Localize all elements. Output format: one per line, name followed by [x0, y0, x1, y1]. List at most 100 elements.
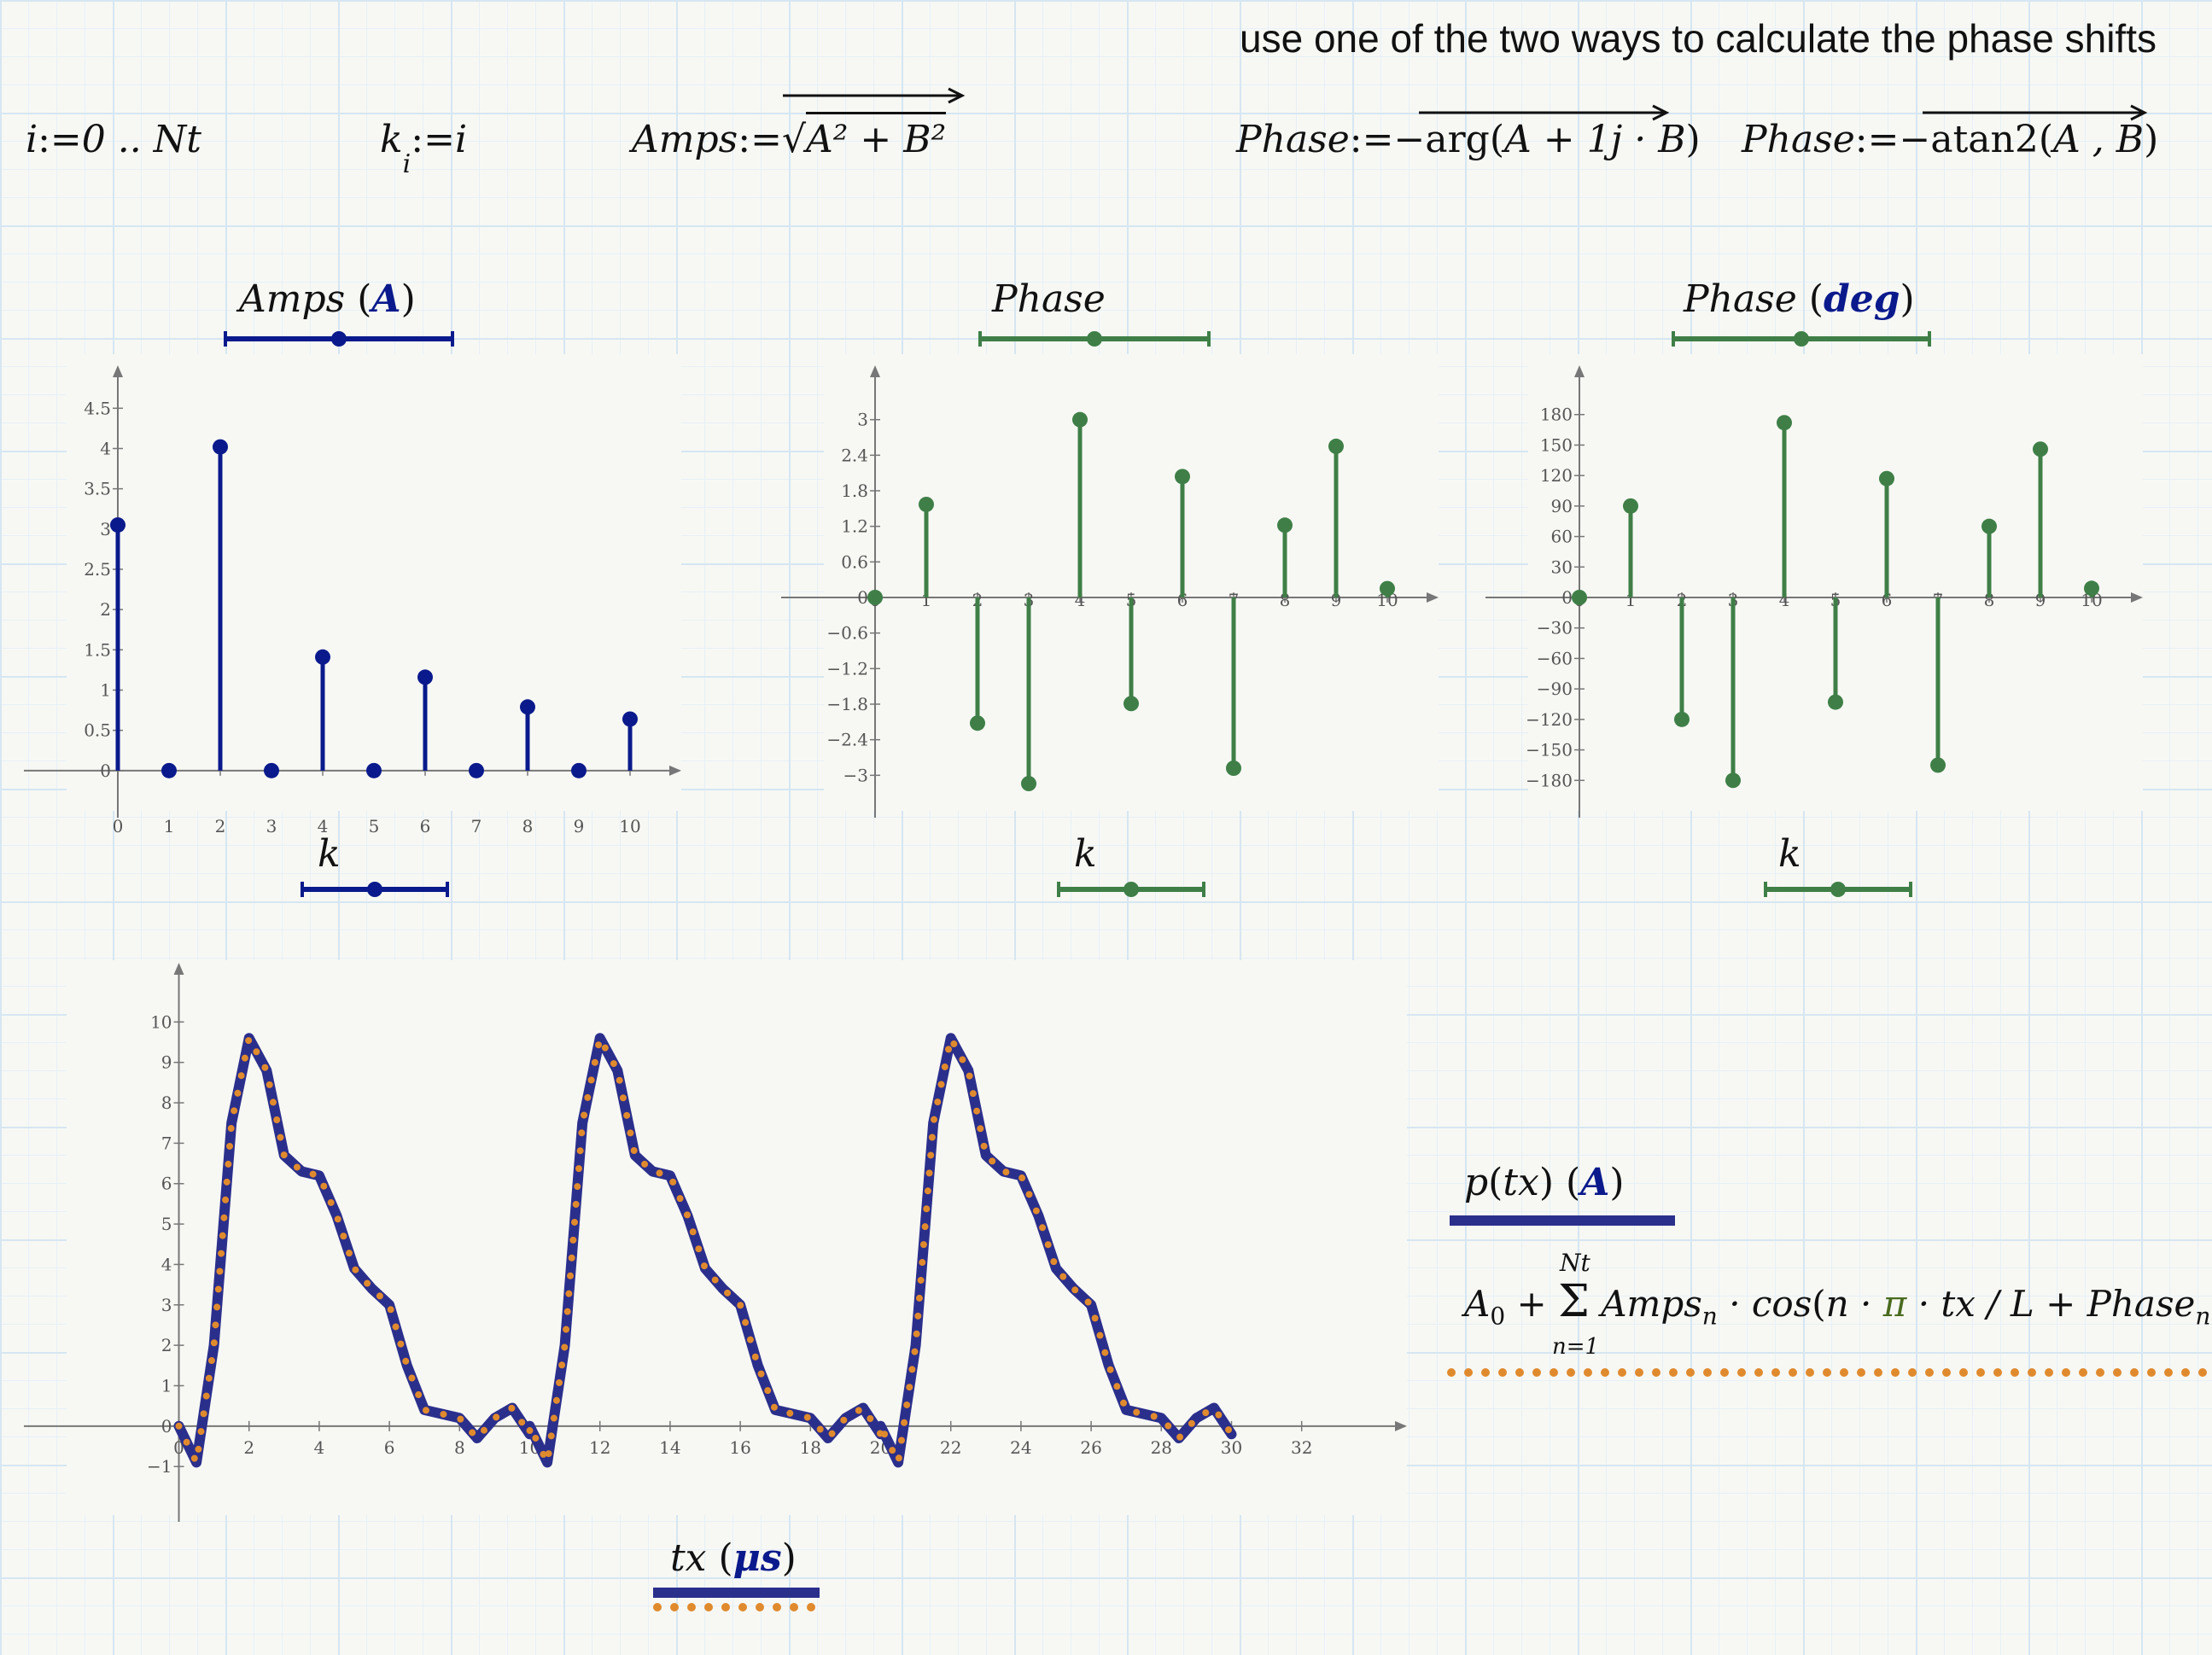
phase-stem-point: [867, 590, 883, 605]
amps-y-label[interactable]: Amps (A): [239, 277, 416, 321]
phase-x-tick-label: 6: [1177, 590, 1188, 610]
phase-deg-y-tick-label: 180: [1540, 405, 1573, 425]
phase-shift-note: use one of the two ways to calculate the…: [1240, 16, 2157, 61]
phase-x-tick-label: 9: [1331, 590, 1342, 610]
phase-deg-stem-point: [1572, 590, 1587, 605]
phase-stem-point: [1124, 696, 1139, 712]
amps-stem-point: [571, 762, 587, 778]
range-definition[interactable]: i:=0 .. Nt: [26, 118, 201, 161]
phase-deg-y-label[interactable]: Phase (deg): [1684, 277, 1915, 321]
signal-y-tick-label: 2: [161, 1335, 172, 1355]
phase-deg-x-legend-marker: [1830, 882, 1846, 897]
amps-y-tick-label: 4.5: [84, 398, 111, 418]
amps-x-legend-marker: [367, 882, 382, 897]
assign-operator: :=: [411, 118, 455, 161]
vectorize-arrow: [783, 87, 966, 104]
amps-y-tick-label: 3: [100, 519, 111, 539]
k-definition[interactable]: ki:=i: [380, 118, 468, 179]
amps-definition[interactable]: Amps:=√A² + B²: [632, 112, 947, 161]
signal-x-label[interactable]: tx (μs): [670, 1536, 797, 1580]
phase-deg-y-tick-label: −90: [1537, 679, 1573, 699]
amps-x-tick-label: 1: [164, 816, 175, 836]
signal-x-tick-label: 6: [384, 1437, 395, 1458]
amps-x-tick-label: 3: [266, 816, 277, 836]
phase-atan-definition[interactable]: Phase:=−atan2(A , B): [1742, 118, 2159, 161]
atan2-function: atan2: [1930, 118, 2039, 161]
amps-x-tick-label: 5: [369, 816, 380, 836]
amps-plot-area[interactable]: [67, 354, 681, 811]
phase-y-tick-label: 3: [857, 410, 868, 430]
phase-deg-y-tick-label: 60: [1551, 527, 1573, 547]
phase-y-tick-label: 0: [857, 587, 868, 608]
phase-y-tick-label: −1.2: [826, 658, 868, 679]
phase-y-arrow: [870, 365, 880, 377]
signal-y-tick-label: −1: [147, 1456, 172, 1477]
amps-x-tick-label: 9: [574, 816, 585, 836]
k-subscript: i: [402, 149, 411, 179]
k-rhs: i: [454, 118, 468, 161]
phase-deg-x-tick-label: 4: [1779, 590, 1790, 610]
amps-y-legend-marker: [331, 331, 347, 347]
amps-y-tick-label: 3.5: [84, 479, 111, 499]
amps-lhs: Amps: [632, 118, 738, 161]
signal-x-tick-label: 22: [940, 1437, 961, 1458]
signal-y-tick-label: 1: [161, 1375, 172, 1396]
amps-stem-point: [520, 699, 535, 715]
amps-stem-point: [264, 762, 279, 778]
signal-y-label[interactable]: p(tx) (A): [1464, 1161, 1625, 1204]
phase-arg-definition[interactable]: Phase:=−arg(A + 1j · B): [1236, 118, 1701, 161]
amps-x-label[interactable]: k: [318, 832, 341, 876]
signal-unit: A: [1580, 1161, 1610, 1204]
phase-x-label[interactable]: k: [1074, 832, 1097, 876]
signal-x-tick-label: 26: [1080, 1437, 1101, 1458]
amps-unit: A: [371, 277, 401, 321]
phase-deg-x-label[interactable]: k: [1778, 832, 1801, 876]
assign-operator: :=: [1349, 118, 1394, 161]
phase-deg-x-tick-label: 8: [1984, 590, 1995, 610]
phase-y-tick-label: −2.4: [826, 730, 868, 750]
phase-deg-y-tick-label: −150: [1526, 740, 1573, 760]
phase-deg-y-tick-label: 150: [1540, 434, 1573, 455]
amps-y-arrow: [113, 365, 123, 377]
signal-y-tick-label: 6: [161, 1174, 172, 1194]
fourier-series-dots: [175, 1028, 1235, 1474]
phase-deg-x-tick-label: 1: [1625, 590, 1637, 610]
phase-stem-point: [1021, 776, 1036, 792]
amps-x-tick-label: 10: [619, 816, 640, 836]
amps-stem-point: [622, 711, 638, 727]
phase-deg-y-tick-label: −180: [1526, 770, 1573, 790]
phase-y-label[interactable]: Phase: [992, 277, 1106, 321]
signal-series-line: [173, 1033, 1237, 1468]
amps-x-tick-label: 8: [522, 816, 534, 836]
amps-y-tick-label: 2.5: [84, 559, 111, 580]
signal-x-tick-label: 8: [454, 1437, 465, 1458]
amps-stem-point: [161, 762, 177, 778]
assign-operator: :=: [1854, 118, 1900, 161]
assign-operator: :=: [38, 118, 82, 161]
amps-x-tick-label: 7: [471, 816, 482, 836]
amps-stem-point: [213, 439, 228, 455]
amps-sqrt-expression: √A² + B²: [782, 112, 947, 161]
phase-stem-point: [1175, 469, 1190, 485]
time-unit: μs: [732, 1536, 782, 1580]
signal-x-tick-label: 24: [1010, 1437, 1031, 1458]
signal-y-arrow: [173, 963, 184, 975]
signal-y-tick-label: 10: [150, 1011, 172, 1032]
range-var: i: [26, 118, 38, 161]
phase-deg-stem-point: [1828, 694, 1843, 710]
phase-deg-y-arrow: [1574, 365, 1585, 377]
phase-lhs: Phase: [1236, 118, 1350, 161]
deg-unit: deg: [1823, 277, 1900, 321]
signal-x-tick-label: 18: [800, 1437, 821, 1458]
phase-x-arrow: [1427, 592, 1439, 603]
amps-y-tick-label: 2: [100, 599, 111, 620]
phase-stem-point: [1380, 580, 1395, 597]
phase-x-tick-label: 4: [1075, 590, 1086, 610]
fourier-sum-top: Nt: [1560, 1249, 1590, 1277]
fourier-sum-bottom: n=1: [1552, 1334, 1600, 1360]
signal-plot-area[interactable]: [67, 960, 1407, 1515]
fourier-series-formula[interactable]: A0 + Σ Ampsn · cos(n · π · tx / L + Phas…: [1464, 1276, 2212, 1331]
signal-y-tick-label: 4: [161, 1254, 172, 1274]
amps-stem-point: [469, 762, 484, 778]
